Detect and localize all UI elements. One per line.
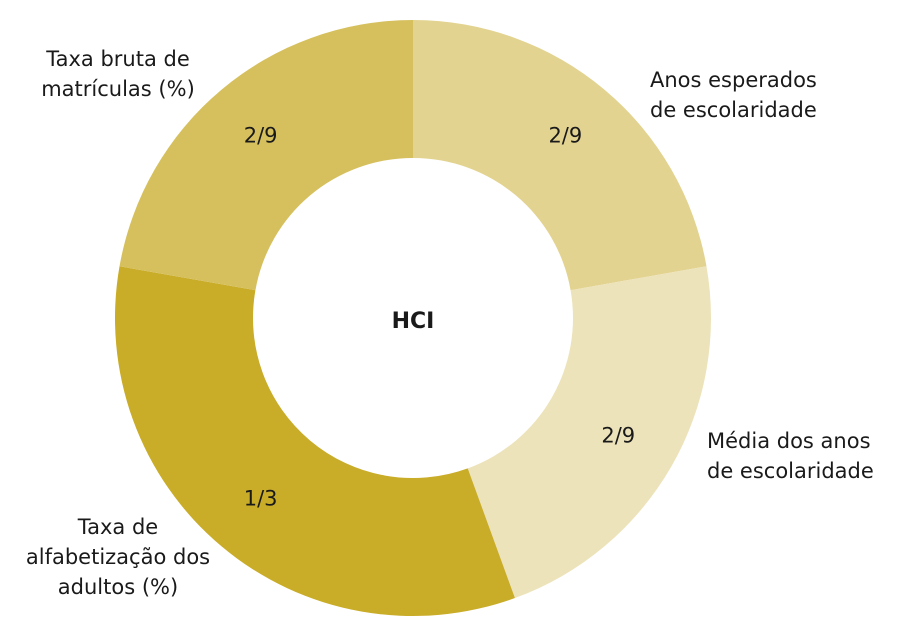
slice-value-label-2: 2/9: [601, 424, 635, 448]
category-label-line: Média dos anos: [707, 429, 871, 453]
donut-slice-1: [413, 20, 707, 291]
category-label-line: Anos esperados: [650, 68, 817, 92]
slice-value-label-3: 1/3: [244, 487, 278, 511]
category-label-line: matrículas (%): [41, 77, 195, 101]
category-label-line: alfabetização dos: [26, 545, 210, 569]
category-label-2: Média dos anos de escolaridade: [707, 429, 874, 483]
category-label-line: de escolaridade: [650, 98, 817, 122]
center-label: HCI: [392, 309, 435, 334]
slices-layer: [114, 20, 711, 616]
category-label-4: Taxa bruta de matrículas (%): [41, 47, 195, 101]
value-labels-layer: 2/9 2/9 1/3 2/9: [244, 123, 635, 510]
category-label-line: de escolaridade: [707, 459, 874, 483]
category-label-3: Taxa de alfabetização dos adultos (%): [26, 515, 210, 599]
category-label-1: Anos esperados de escolaridade: [650, 68, 817, 122]
donut-slice-3: [114, 266, 515, 616]
donut-slice-4: [119, 20, 414, 291]
slice-value-label-1: 2/9: [548, 123, 582, 147]
category-label-line: Taxa de: [77, 515, 158, 539]
category-label-line: Taxa bruta de: [45, 47, 190, 71]
category-label-line: adultos (%): [58, 575, 178, 599]
slice-value-label-4: 2/9: [244, 123, 278, 147]
donut-slice-2: [467, 266, 711, 599]
